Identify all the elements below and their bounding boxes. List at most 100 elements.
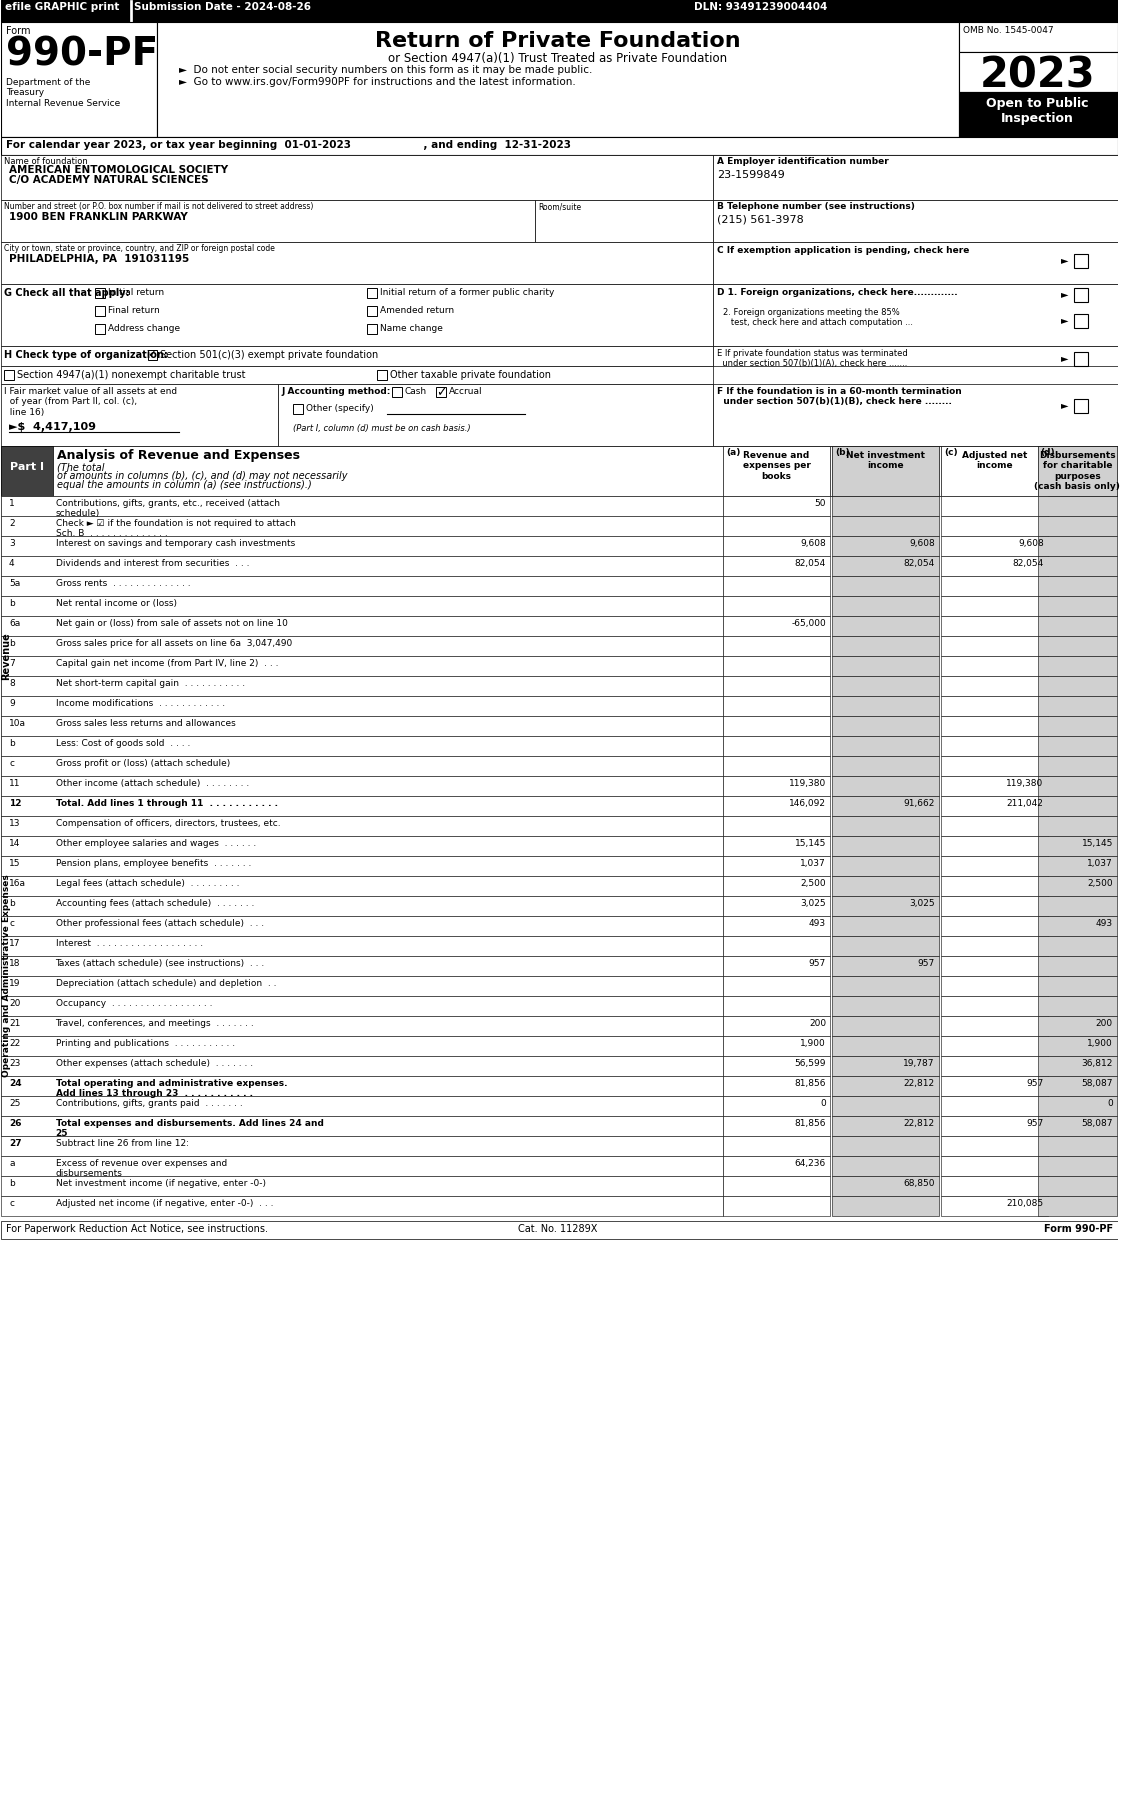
Text: 11: 11	[9, 779, 20, 788]
Text: 1,900: 1,900	[1087, 1039, 1113, 1048]
Bar	[1, 1156, 724, 1176]
Text: Initial return of a former public charity: Initial return of a former public charit…	[380, 288, 554, 297]
Text: 957: 957	[1026, 1079, 1043, 1088]
Text: (Part I, column (d) must be on cash basis.): (Part I, column (d) must be on cash basi…	[292, 424, 471, 433]
Bar	[940, 915, 1048, 937]
Bar	[1038, 716, 1117, 735]
Text: Disbursements
for charitable
purposes
(cash basis only): Disbursements for charitable purposes (c…	[1034, 451, 1120, 491]
Bar	[1, 595, 724, 617]
Text: Initial return: Initial return	[108, 288, 164, 297]
Text: 68,850: 68,850	[903, 1179, 935, 1188]
Bar	[1038, 1117, 1117, 1136]
Bar	[1038, 1176, 1117, 1196]
Bar	[1038, 996, 1117, 1016]
Bar	[1038, 595, 1117, 617]
Bar	[1038, 496, 1117, 516]
Bar	[724, 1036, 830, 1055]
Bar	[724, 755, 830, 777]
Bar	[1075, 399, 1088, 414]
Bar	[714, 345, 1118, 367]
Text: 200: 200	[808, 1019, 826, 1028]
Text: Gross profit or (loss) (attach schedule): Gross profit or (loss) (attach schedule)	[55, 759, 230, 768]
Bar	[832, 696, 939, 716]
Text: Gross sales less returns and allowances: Gross sales less returns and allowances	[55, 719, 235, 728]
Text: ►  Do not enter social security numbers on this form as it may be made public.: ► Do not enter social security numbers o…	[180, 65, 593, 76]
Text: 15,145: 15,145	[795, 840, 826, 849]
Bar	[724, 636, 830, 656]
Text: H Check type of organization:: H Check type of organization:	[5, 351, 168, 360]
Text: 16a: 16a	[9, 879, 26, 888]
Text: D 1. Foreign organizations, check here.............: D 1. Foreign organizations, check here..…	[717, 288, 957, 297]
Bar	[959, 52, 1118, 92]
Text: 58,087: 58,087	[1082, 1079, 1113, 1088]
Text: Form 990-PF: Form 990-PF	[1044, 1224, 1113, 1233]
Text: C If exemption application is pending, check here: C If exemption application is pending, c…	[717, 246, 970, 255]
Text: 21: 21	[9, 1019, 20, 1028]
Bar	[1, 536, 724, 556]
Text: Name change: Name change	[380, 324, 443, 333]
Bar	[940, 636, 1048, 656]
Bar	[148, 351, 157, 360]
Bar	[367, 306, 377, 316]
Text: Gross sales price for all assets on line 6a  3,047,490: Gross sales price for all assets on line…	[55, 638, 291, 647]
Text: Room/suite: Room/suite	[539, 201, 581, 210]
Text: 36,812: 36,812	[1082, 1059, 1113, 1068]
Bar	[1, 1117, 724, 1136]
Text: b: b	[9, 638, 15, 647]
Bar	[832, 1136, 939, 1156]
Text: Depreciation (attach schedule) and depletion  . .: Depreciation (attach schedule) and deple…	[55, 978, 275, 987]
Bar	[832, 575, 939, 595]
Text: G Check all that apply:: G Check all that apply:	[5, 288, 130, 298]
Bar	[724, 797, 830, 816]
Text: Taxes (attach schedule) (see instructions)  . . .: Taxes (attach schedule) (see instruction…	[55, 958, 265, 967]
Bar	[1, 516, 724, 536]
Text: 146,092: 146,092	[789, 798, 826, 807]
Bar	[940, 536, 1048, 556]
Bar	[832, 876, 939, 895]
Text: 1900 BEN FRANKLIN PARKWAY: 1900 BEN FRANKLIN PARKWAY	[9, 212, 187, 221]
Text: B Telephone number (see instructions): B Telephone number (see instructions)	[717, 201, 916, 210]
Bar	[1, 937, 724, 957]
Text: 5a: 5a	[9, 579, 20, 588]
Text: 64,236: 64,236	[795, 1160, 826, 1169]
Text: 50: 50	[814, 500, 826, 509]
Bar	[832, 516, 939, 536]
Bar	[1, 284, 714, 345]
Text: 19: 19	[9, 978, 20, 987]
Bar	[1, 575, 724, 595]
Bar	[940, 1196, 1048, 1215]
Bar	[940, 676, 1048, 696]
Text: 2,500: 2,500	[1087, 879, 1113, 888]
Text: 82,054: 82,054	[1013, 559, 1043, 568]
Text: 9,608: 9,608	[1018, 539, 1043, 548]
Bar	[724, 1016, 830, 1036]
Text: 8: 8	[9, 680, 15, 689]
Bar	[940, 996, 1048, 1016]
Text: 18: 18	[9, 958, 20, 967]
Text: Name of foundation: Name of foundation	[5, 156, 88, 165]
Text: Net gain or (loss) from sale of assets not on line 10: Net gain or (loss) from sale of assets n…	[55, 619, 288, 628]
Text: 957: 957	[1026, 1118, 1043, 1127]
Text: 7: 7	[9, 660, 15, 669]
Text: 957: 957	[918, 958, 935, 967]
Bar	[724, 536, 830, 556]
Bar	[724, 676, 830, 696]
Bar	[724, 1075, 830, 1097]
Text: 14: 14	[9, 840, 20, 849]
Text: Other employee salaries and wages  . . . . . .: Other employee salaries and wages . . . …	[55, 840, 256, 849]
Text: I Fair market value of all assets at end
  of year (from Part II, col. (c),
  li: I Fair market value of all assets at end…	[5, 387, 177, 417]
Bar	[832, 1097, 939, 1117]
Bar	[1, 556, 724, 575]
Bar	[95, 306, 105, 316]
Text: Net short-term capital gain  . . . . . . . . . . .: Net short-term capital gain . . . . . . …	[55, 680, 245, 689]
Bar	[832, 536, 939, 556]
Bar	[1, 1221, 1118, 1239]
Bar	[1, 777, 724, 797]
Bar	[157, 22, 959, 137]
Bar	[292, 405, 303, 414]
Text: 3,025: 3,025	[800, 899, 826, 908]
Text: equal the amounts in column (a) (see instructions).): equal the amounts in column (a) (see ins…	[56, 480, 312, 491]
Bar	[714, 243, 1118, 284]
Bar	[1, 1036, 724, 1055]
Text: 9,608: 9,608	[909, 539, 935, 548]
